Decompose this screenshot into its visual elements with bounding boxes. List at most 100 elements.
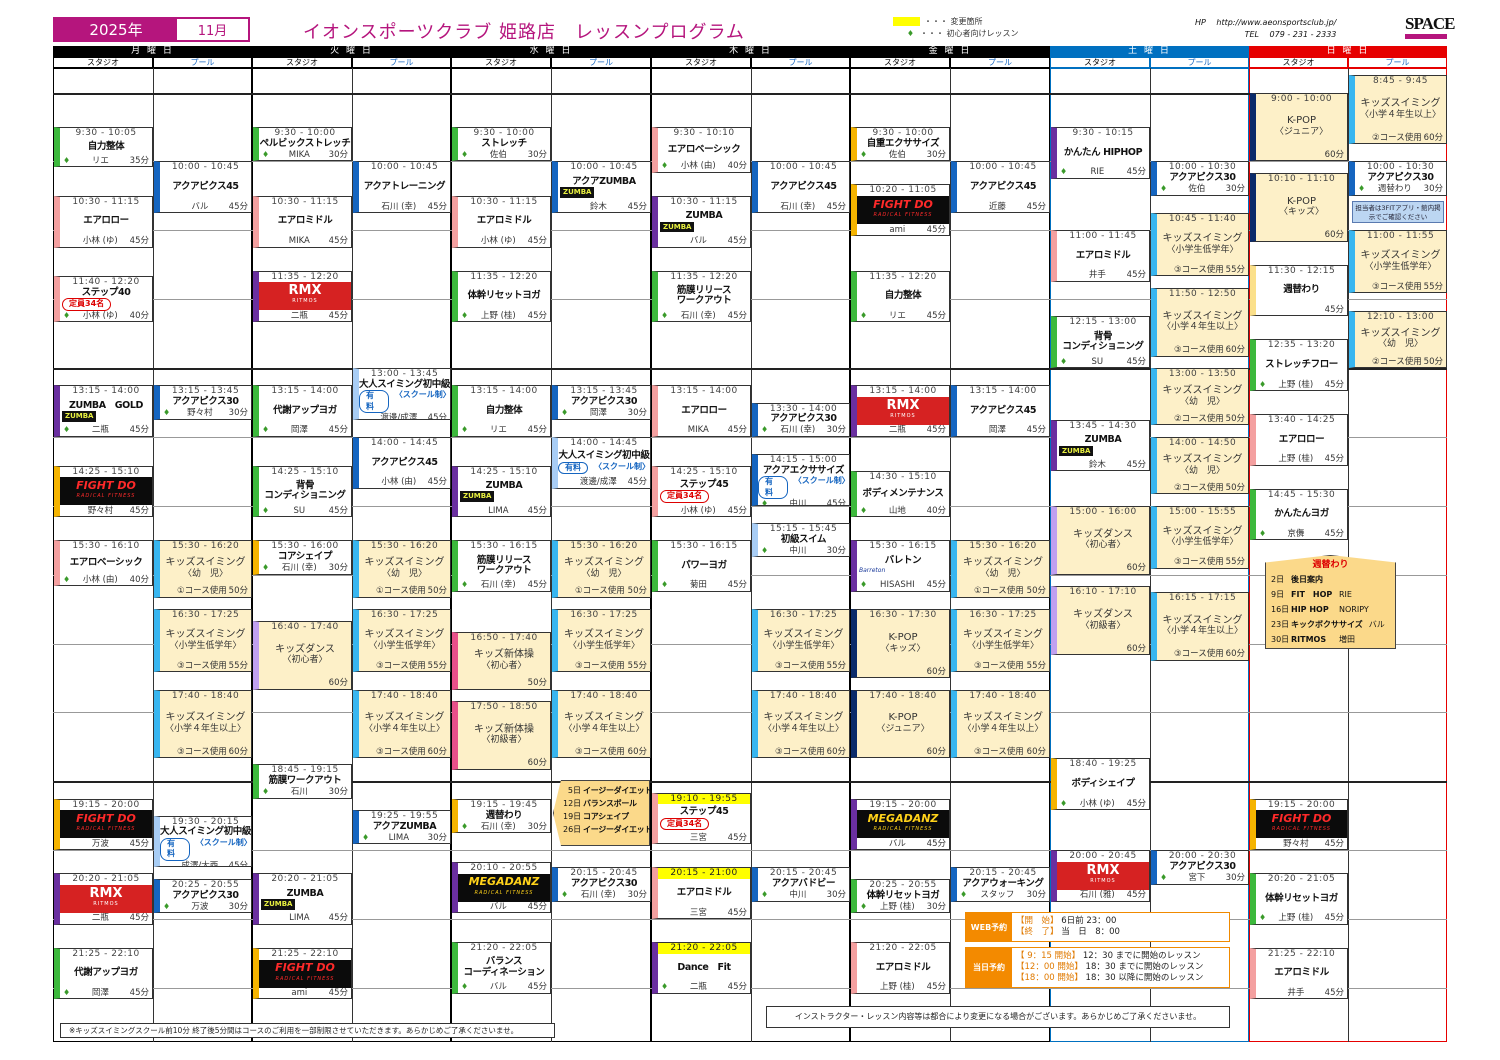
lesson-name: エアロベーシック (69, 556, 143, 568)
lesson-body: 週替わり (458, 810, 550, 822)
web-booking-label: WEB予約 (966, 913, 1012, 941)
instructor-name: 近藤 (988, 201, 1006, 212)
lesson-card: 19:10 - 19:55 ステップ45 定員34名 三宮 45分 (652, 792, 751, 845)
lesson-card: 14:00 - 14:45 アクアピクス45 小林 (由) 45分 (353, 436, 451, 489)
lesson-name: アクアバドビー (771, 878, 836, 890)
lesson-name: エアロロー (681, 404, 727, 416)
lesson-footer: 井手 45分 (1256, 988, 1347, 999)
column-divider (153, 68, 154, 1042)
duration-label: 30分 (1423, 184, 1443, 195)
lesson-footer: ♦ 小林 (ゆ) 40分 (60, 310, 152, 321)
legend-changed: ・・・ 変更箇所 (924, 17, 983, 26)
lesson-name: キッズスイミング (763, 712, 844, 724)
lesson-target: 〈小学生低学年〉 (966, 640, 1039, 651)
zumba-logo: ZUMBA (460, 491, 495, 502)
lesson-footer: 60分 (458, 758, 550, 769)
duration-label: 45分 (1126, 270, 1146, 281)
duration-label: 45分 (1026, 201, 1046, 212)
course-label: ③コース使用 (376, 746, 426, 757)
lesson-footer: ①コース使用 50分 (359, 586, 450, 597)
lesson-name: エアロミドル (1075, 249, 1131, 261)
lesson-name: キッズスイミング (1162, 614, 1243, 626)
lesson-footer: 成澤/大西 45分 (160, 861, 251, 867)
instructor-name: スタッフ (980, 890, 1015, 901)
lesson-card: 17:40 - 18:40 キッズスイミング 〈小学４年生以上〉 ③コース使用 60分 (752, 689, 850, 759)
memo-date: 26日 (563, 825, 582, 834)
lesson-time: 20:20 - 21:05 (1267, 874, 1336, 885)
lesson-name: 大人スイミング初中級 (160, 826, 252, 838)
lesson-footer: ♦ 上野 (桂) 30分 (857, 902, 949, 912)
lesson-body: キッズスイミング 〈小学４年生以上〉 (1157, 614, 1248, 637)
lesson-card: 10:20 - 11:05 FIGHT DO RADICAL FITNESS ami 4… (851, 184, 950, 237)
lesson-footer: ♦ 小林 (ゆ) 45分 (1057, 799, 1149, 810)
duration-label: 60分 (1423, 132, 1443, 143)
lesson-target: 〈幼 児〉 (1377, 339, 1423, 350)
duration-label: 40分 (129, 310, 149, 321)
lesson-time: 20:00 - 20:30 (1168, 851, 1237, 862)
instructor-name: RIE (1090, 167, 1105, 178)
lesson-footer: バル 45分 (458, 902, 550, 913)
instructor-name: 万波 (91, 838, 109, 849)
lesson-body: 背骨 コンディショニング (1057, 331, 1149, 353)
pool-header: プール (1150, 57, 1249, 68)
beginner-leaf-icon: ♦ (63, 425, 71, 435)
lesson-target: 〈幼 児〉 (381, 568, 427, 579)
lesson-time: 11:00 - 11:45 (1069, 231, 1137, 242)
fightdo-logo: FIGHT DO RADICAL FITNESS (857, 196, 949, 225)
lesson-time: 15:30 - 16:15 (869, 541, 937, 552)
lesson-body: キッズスイミング 〈小学４年生以上〉 (1157, 311, 1248, 333)
lesson-time: 14:00 - 14:45 (370, 437, 439, 448)
lesson-target: 〈小学生低学年〉 (368, 640, 441, 651)
day-header: 土 曜 日 (1050, 46, 1249, 57)
lesson-body: エアロミドル (259, 216, 351, 227)
lesson-body: 自力整体 (857, 291, 949, 302)
lesson-footer: ♦ バル 45分 (458, 982, 550, 993)
lesson-card: 17:40 - 18:40 キッズスイミング 〈小学４年生以上〉 ③コース使用 60分 (353, 689, 451, 759)
lesson-card: 12:15 - 13:00 背骨 コンディショニング ♦ SU 45分 (1051, 316, 1150, 369)
lesson-name: ペルビックストレッチ (259, 137, 351, 149)
lesson-footer: ♦ 岡澤 45分 (60, 988, 152, 999)
lesson-footer: ③コース使用 60分 (160, 747, 251, 758)
lesson-footer: ♦ 万波 30分 (160, 902, 251, 912)
course-label: ②コース使用 (1372, 132, 1422, 143)
lesson-name: エアロロー (1278, 433, 1325, 445)
lesson-name: ボディシェイプ (1071, 777, 1135, 789)
lesson-name: 体幹リセットヨガ (1265, 892, 1338, 904)
lesson-card: 13:15 - 14:00 ZUMBA GOLD ZUMBA ♦ 二瓶 45分 (54, 385, 153, 437)
lesson-card: 10:30 - 11:15 ZUMBA ZUMBA バル 45分 (652, 195, 751, 248)
lesson-body: キッズ新体操 〈初心者〉 (458, 650, 550, 671)
lesson-time: 15:00 - 15:55 (1168, 506, 1237, 517)
duration-label: 45分 (1126, 167, 1146, 178)
lesson-body: キッズスイミング 〈幼 児〉 (160, 558, 251, 579)
lesson-name: ZUMBA (485, 479, 523, 491)
lesson-time: 13:15 - 14:00 (969, 386, 1037, 397)
lesson-body: エアロミドル (458, 216, 550, 227)
course-label: ①コース使用 (177, 586, 227, 597)
lesson-time: 13:00 - 13:45 (370, 369, 439, 380)
paid-school-tag: 有料 〈スクール制〉 (558, 461, 650, 475)
lesson-time: 21:20 - 22:05 (470, 943, 538, 954)
lesson-name: キッズスイミング (1162, 525, 1243, 537)
lesson-footer: ③コース使用 60分 (359, 747, 450, 758)
instructor-name: バル (191, 201, 209, 212)
lesson-name: K-POP (888, 632, 918, 644)
lesson-card: 16:30 - 17:25 キッズスイミング 〈小学生低学年〉 ③コース使用 55分 (552, 609, 651, 673)
booking-key: 【終 了】 (1016, 927, 1059, 937)
duration-label: 30分 (826, 890, 846, 901)
lesson-body: RMX RITMOS (259, 282, 351, 311)
pool-header: プール (1348, 57, 1447, 68)
lesson-footer: 石川 (幸) 45分 (359, 202, 450, 213)
duration-label: 45分 (328, 310, 348, 321)
lesson-name: アクアピクス45 (770, 181, 837, 193)
column-divider (1348, 68, 1349, 1042)
memo-item: 19日 コアシェイプ (563, 810, 649, 823)
booking-value: 18：30 以降に開始のレッスン (1085, 973, 1204, 983)
fightdo-logo-sub: RADICAL FITNESS (873, 212, 933, 219)
lesson-time: 13:15 - 14:00 (869, 386, 937, 397)
lesson-footer: MIKA 45分 (259, 236, 351, 247)
instructor-name: 渡邊/成澤 (579, 477, 617, 488)
lesson-body: アクアバドビー (758, 879, 849, 890)
duration-label: 45分 (527, 901, 547, 912)
lesson-name: アクアピクス30 (172, 396, 239, 408)
lesson-time: 11:35 - 12:20 (670, 271, 738, 282)
